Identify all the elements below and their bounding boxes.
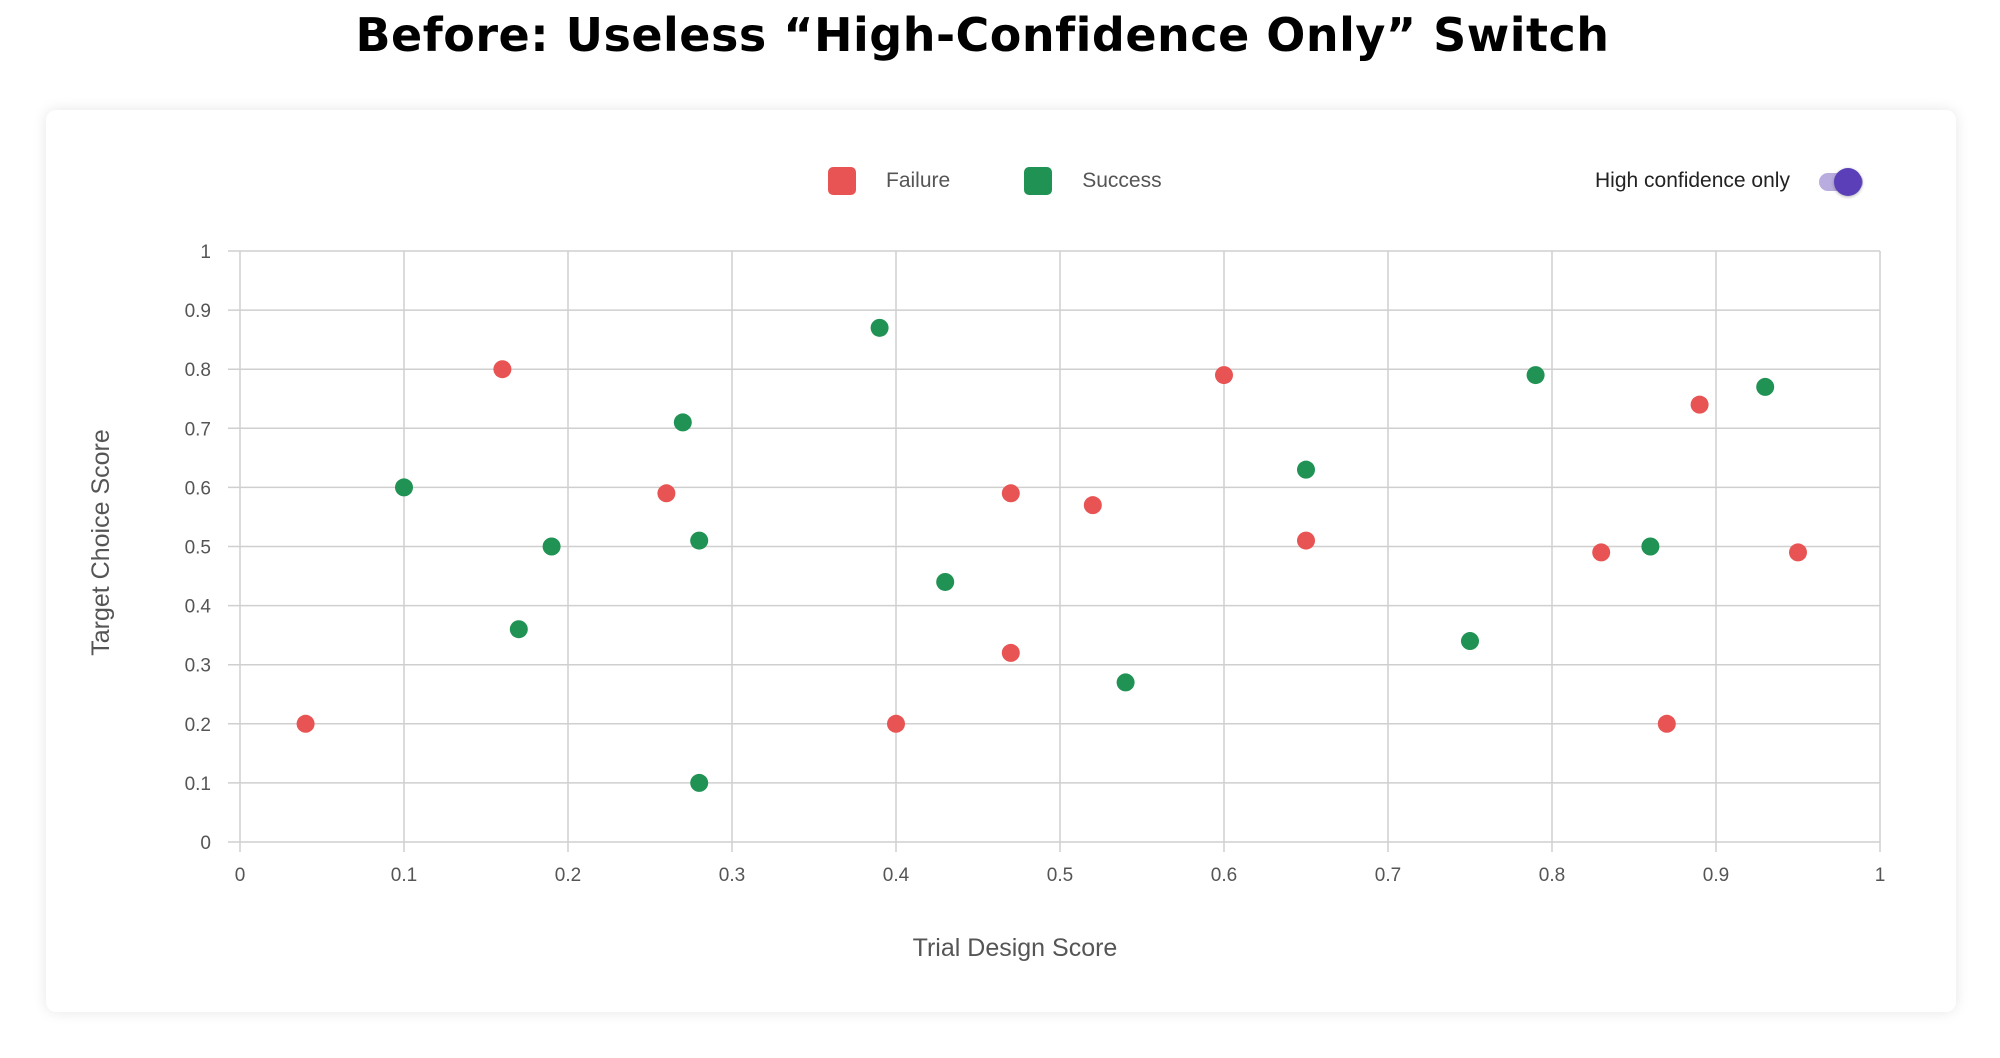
- legend-swatch-failure: [828, 167, 856, 195]
- data-point-failure[interactable]: [1592, 543, 1611, 562]
- x-tick-label: 0.8: [1539, 865, 1565, 886]
- data-point-success[interactable]: [1756, 377, 1775, 396]
- data-point-success[interactable]: [1116, 673, 1135, 692]
- y-tick-label: 0.2: [185, 715, 211, 736]
- data-point-success[interactable]: [509, 620, 528, 639]
- y-tick-label: 0.4: [185, 597, 212, 618]
- high-confidence-label: High confidence only: [1595, 169, 1790, 192]
- data-point-failure[interactable]: [657, 484, 676, 503]
- chart-legend: Failure Success: [828, 166, 1236, 196]
- y-tick-label: 0.5: [185, 538, 211, 559]
- high-confidence-control: High confidence only: [1595, 164, 1866, 198]
- legend-label-success: Success: [1082, 169, 1162, 192]
- data-point-success[interactable]: [395, 478, 413, 497]
- data-point-failure[interactable]: [1001, 643, 1020, 662]
- data-point-success[interactable]: [1297, 460, 1315, 479]
- data-point-success[interactable]: [870, 318, 889, 337]
- data-point-success[interactable]: [673, 413, 692, 432]
- x-axis-title: Trial Design Score: [913, 934, 1118, 962]
- x-tick-label: 0.5: [1047, 865, 1073, 886]
- y-tick-label: 0: [200, 833, 211, 854]
- data-point-success[interactable]: [690, 531, 709, 550]
- data-point-failure[interactable]: [296, 714, 315, 733]
- y-tick-label: 0.1: [185, 774, 211, 795]
- legend-item-failure[interactable]: Failure: [828, 167, 950, 195]
- y-tick-label: 0.9: [185, 301, 211, 322]
- y-tick-label: 1: [200, 242, 211, 263]
- toggle-thumb: [1833, 168, 1862, 196]
- legend-label-failure: Failure: [886, 169, 951, 192]
- page-title: Before: Useless “High-Confidence Only” S…: [355, 8, 1610, 62]
- high-confidence-toggle[interactable]: [1816, 164, 1866, 198]
- x-tick-label: 0.4: [883, 865, 910, 886]
- data-point-failure[interactable]: [1215, 366, 1233, 385]
- data-point-failure[interactable]: [1657, 714, 1676, 733]
- y-tick-label: 0.8: [185, 360, 211, 381]
- y-tick-label: 0.7: [185, 419, 211, 440]
- data-point-success[interactable]: [936, 572, 955, 591]
- data-point-failure[interactable]: [493, 360, 512, 379]
- x-tick-label: 0.7: [1375, 865, 1401, 886]
- data-point-success[interactable]: [1641, 537, 1660, 556]
- y-tick-label: 0.3: [185, 656, 211, 677]
- x-tick-label: 0.9: [1703, 865, 1729, 886]
- x-tick-label: 0.1: [391, 865, 417, 886]
- data-point-failure[interactable]: [1297, 531, 1315, 550]
- data-point-failure[interactable]: [1083, 496, 1102, 515]
- data-point-failure[interactable]: [1001, 484, 1020, 503]
- legend-item-success[interactable]: Success: [1024, 167, 1162, 195]
- data-point-failure[interactable]: [1789, 543, 1807, 562]
- data-point-success[interactable]: [1461, 632, 1479, 651]
- x-tick-label: 0.2: [555, 865, 581, 886]
- data-point-success[interactable]: [542, 537, 561, 556]
- x-tick-label: 0.6: [1211, 865, 1237, 886]
- y-tick-label: 0.6: [185, 478, 211, 499]
- data-point-failure[interactable]: [887, 714, 905, 733]
- x-tick-label: 1: [1875, 865, 1886, 886]
- x-tick-label: 0.3: [719, 865, 745, 886]
- legend-swatch-success: [1024, 167, 1053, 195]
- data-point-failure[interactable]: [1690, 395, 1709, 414]
- data-point-success[interactable]: [1526, 366, 1545, 385]
- chart-card: [46, 110, 1956, 1012]
- y-axis-title: Target Choice Score: [87, 429, 115, 656]
- x-tick-label: 0: [235, 865, 246, 886]
- data-point-success[interactable]: [690, 773, 709, 792]
